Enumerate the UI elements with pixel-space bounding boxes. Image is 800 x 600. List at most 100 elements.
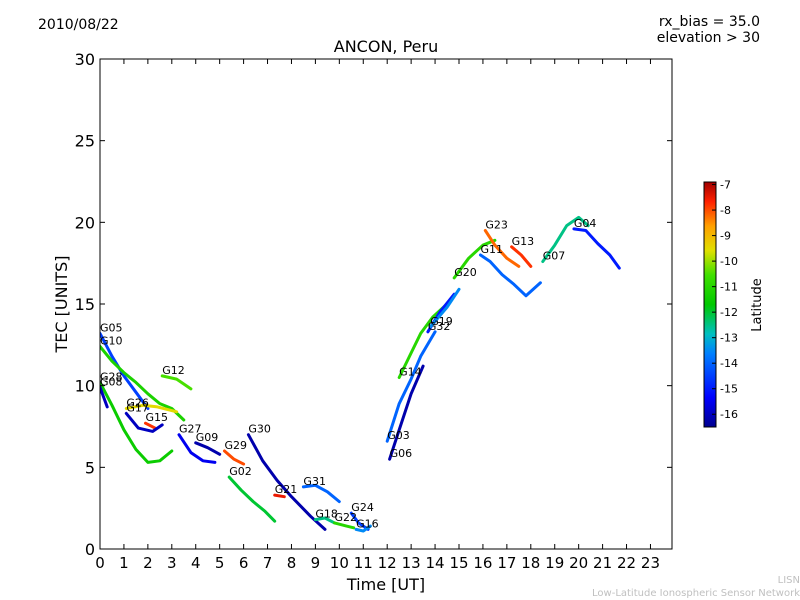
x-tick-label: 22: [617, 554, 636, 572]
series-label-g22: G22: [335, 511, 358, 524]
x-tick-label: 18: [521, 554, 540, 572]
colorbar-tick-label: -16: [720, 408, 738, 421]
series-label-g21: G21: [275, 483, 298, 496]
colorbar-tick-label: -12: [720, 306, 738, 319]
series-line-g27: [177, 433, 217, 464]
x-tick-label: 17: [497, 554, 516, 572]
colorbar-gradient: [703, 181, 717, 428]
colorbar-tick-label: -14: [720, 357, 738, 370]
x-tick-label: 13: [402, 554, 421, 572]
elevation-label: elevation > 30: [656, 30, 760, 46]
series-line-g06: [388, 364, 425, 461]
series-line-g29: [223, 449, 246, 466]
x-tick-label: 7: [263, 554, 273, 572]
series-line-g15: [144, 421, 157, 430]
colorbar-label: Latitude: [750, 278, 765, 332]
x-tick-label: 5: [215, 554, 225, 572]
series-label-g18: G18: [315, 508, 338, 521]
series-label-g10: G10: [100, 334, 123, 347]
series-label-g12: G12: [162, 364, 185, 377]
x-tick-label: 19: [545, 554, 564, 572]
series-label-g20: G20: [454, 266, 477, 279]
series-label-g16: G16: [356, 517, 379, 530]
series-line-g11: [479, 253, 542, 298]
plot-frame: [99, 58, 673, 550]
y-tick-label: 15: [75, 295, 95, 314]
x-tick-label: 16: [473, 554, 492, 572]
x-tick-label: 1: [119, 554, 129, 572]
y-tick-label: 0: [85, 540, 95, 559]
series-line-g28: [100, 380, 174, 464]
series-label-g26: G26: [126, 397, 149, 410]
series-label-g03: G03: [387, 429, 410, 442]
rx-bias-label: rx_bias = 35.0: [658, 14, 760, 30]
series-label-g31: G31: [303, 475, 326, 488]
series-line-g09: [194, 441, 222, 456]
x-tick-label: 8: [287, 554, 297, 572]
series-label-g08: G08: [100, 375, 123, 388]
series-line-g22: [333, 521, 356, 530]
series-line-g26: [124, 403, 179, 414]
x-tick-label: 6: [239, 554, 249, 572]
series-label-g09: G09: [196, 431, 219, 444]
series-line-g24: [349, 511, 370, 531]
series-line-g08: [100, 385, 109, 409]
date-label: 2010/08/22: [38, 17, 119, 33]
colorbar: -7 -8 -9 -10 -11 -12 -13 -14 -15 -16 Latitude: [703, 179, 765, 428]
series-line-g31: [301, 483, 341, 504]
colorbar-tick-label: -15: [720, 383, 738, 396]
y-tick-label: 25: [75, 132, 95, 151]
series-line-g05: [100, 331, 150, 410]
series-line-g07: [541, 215, 590, 263]
colorbar-tick-label: -9: [720, 230, 731, 243]
colorbar-tick-label: -10: [720, 255, 738, 268]
footer-line1: LISN: [777, 575, 800, 586]
series-label-g04: G04: [574, 217, 597, 230]
series-line-g03: [385, 330, 437, 443]
series-label-g06: G06: [390, 447, 413, 460]
series-line-g18: [313, 516, 336, 525]
series-line-g19: [428, 287, 461, 329]
series-line-g13: [510, 245, 533, 268]
series-line-g17: [124, 411, 164, 433]
series-label-g11: G11: [481, 243, 504, 256]
series-line-g30: [246, 433, 327, 531]
chart-title: ANCON, Peru: [333, 37, 439, 56]
series-label-g02: G02: [229, 465, 252, 478]
series-label-g28: G28: [100, 370, 123, 383]
series-line-g14: [397, 302, 449, 379]
x-tick-label: 4: [191, 554, 201, 572]
series-label-g15: G15: [145, 411, 168, 424]
colorbar-tick-label: -8: [720, 204, 731, 217]
series-label-g23: G23: [485, 219, 508, 232]
series-label-g07: G07: [543, 250, 566, 263]
x-axis-label: Time [UT]: [346, 575, 425, 594]
colorbar-ticks: -7 -8 -9 -10 -11 -12 -13 -14 -15 -16: [712, 179, 738, 421]
series-label-g24: G24: [351, 501, 374, 514]
series-label-g29: G29: [224, 439, 247, 452]
series-layer: [100, 215, 621, 533]
x-tick-label: 9: [311, 554, 321, 572]
footer: LISN Low-Latitude Ionospheric Sensor Net…: [592, 574, 800, 600]
series-line-g12: [160, 374, 193, 391]
y-tick-label: 20: [75, 213, 95, 232]
series-label-g14: G14: [399, 366, 422, 379]
x-tick-label: 11: [354, 554, 373, 572]
series-label-g27: G27: [179, 423, 202, 436]
y-tick-label: 10: [75, 377, 95, 396]
x-tick-label: 3: [167, 554, 177, 572]
series-label-g13: G13: [512, 235, 535, 248]
series-line-g23: [483, 229, 521, 268]
x-tick-label: 0: [95, 554, 105, 572]
x-axis: 0 1 2 3 4 5 6 7 8 9 10 11 12 13 14 15 16 17 18 19 20 21 22 23: [95, 59, 660, 572]
series-label-g32: G32: [428, 320, 451, 333]
y-axis-label: TEC [UNITS]: [52, 256, 71, 354]
x-tick-label: 15: [449, 554, 468, 572]
colorbar-tick-label: -13: [720, 332, 738, 345]
x-tick-label: 21: [593, 554, 612, 572]
y-axis: 0 5 10 15 20 25 30: [75, 50, 672, 559]
series-line-g20: [452, 238, 497, 280]
series-line-g02: [227, 475, 277, 523]
